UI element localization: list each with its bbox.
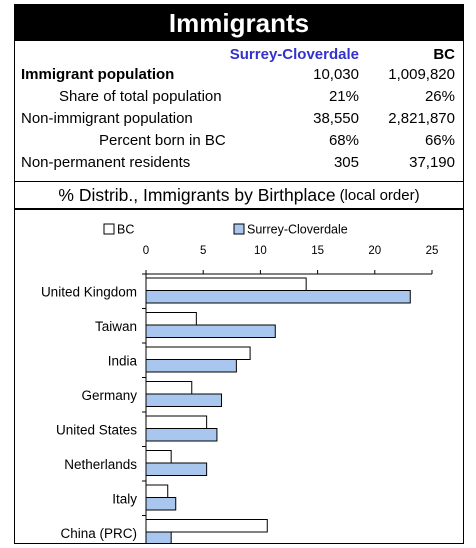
bar-local	[145, 531, 172, 545]
x-tick-label: 15	[311, 245, 324, 257]
stats-row-local-value: 21%	[328, 88, 359, 105]
stats-row-label: Share of total population	[59, 88, 222, 105]
bar-local	[145, 359, 237, 373]
stats-row-local-value: 10,030	[313, 66, 359, 83]
chart-subtitle: % Distrib., Immigrants by Birthplace (lo…	[15, 181, 463, 209]
category-label: Netherlands	[64, 457, 137, 472]
stats-row-label: Non-immigrant population	[21, 110, 193, 127]
bar-chart-svg: BC Surrey-Cloverdale 0 5 10 15 20 25 United King…	[41, 223, 439, 548]
stats-row: Immigrant population 10,030 1,009,820	[15, 65, 463, 85]
bar-bc	[145, 381, 193, 395]
x-tick-label: 10	[254, 245, 267, 257]
stats-row-bc-value: 37,190	[409, 154, 455, 171]
column-header-local: Surrey-Cloverdale	[229, 46, 359, 63]
column-header-bc: BC	[433, 46, 455, 63]
stats-row: Percent born in BC 68% 66%	[15, 131, 463, 151]
category-label: China (PRC)	[60, 526, 137, 541]
stats-row-bc-value: 2,821,870	[388, 110, 455, 127]
summary-panel: Immigrants Surrey-Cloverdale BC Immigran…	[14, 4, 464, 210]
bar-bc	[145, 450, 172, 464]
stats-row-label: Immigrant population	[21, 66, 175, 83]
stats-row: Share of total population 21% 26%	[15, 87, 463, 107]
bar-bc	[145, 484, 169, 498]
bar-bc	[145, 277, 307, 291]
stats-row-bc-value: 66%	[424, 132, 455, 149]
bar-local	[145, 324, 276, 338]
stats-table: Surrey-Cloverdale BC Immigrant populatio…	[15, 41, 463, 181]
stats-row-bc-value: 26%	[424, 88, 455, 105]
stats-row-label: Percent born in BC	[99, 132, 226, 149]
legend-label: Surrey-Cloverdale	[247, 223, 348, 237]
category-label: India	[108, 353, 138, 368]
category-label: Italy	[112, 491, 137, 506]
stats-row-local-value: 38,550	[313, 110, 359, 127]
category-label: Germany	[81, 388, 137, 403]
page-title: Immigrants	[15, 5, 463, 41]
stats-row-local-value: 68%	[328, 132, 359, 149]
legend-label: BC	[117, 223, 134, 237]
bar-bc	[145, 312, 197, 326]
bar-bc	[145, 519, 268, 533]
bar-bc	[145, 346, 251, 360]
x-tick-label: 0	[143, 245, 149, 257]
category-label: Taiwan	[95, 319, 137, 334]
stats-row: Non-permanent residents 305 37,190	[15, 153, 463, 173]
bar-local	[145, 393, 223, 407]
birthplace-chart: BC Surrey-Cloverdale 0 5 10 15 20 25 United King…	[14, 208, 464, 548]
chart-subtitle-note: (local order)	[339, 187, 420, 204]
stats-header-row: Surrey-Cloverdale BC	[15, 45, 463, 65]
legend-swatch	[233, 223, 245, 235]
chart-subtitle-main: % Distrib., Immigrants by Birthplace	[58, 185, 336, 205]
stats-row: Non-immigrant population 38,550 2,821,870	[15, 109, 463, 129]
bar-local	[145, 290, 411, 304]
bar-bc	[145, 415, 208, 429]
x-tick-label: 5	[200, 245, 206, 257]
bar-local	[145, 428, 218, 442]
category-label: United Kingdom	[41, 284, 137, 299]
stats-row-local-value: 305	[333, 154, 359, 171]
bar-local	[145, 462, 208, 476]
bar-local	[145, 497, 177, 511]
x-tick-label: 25	[426, 245, 439, 257]
category-label: United States	[56, 422, 137, 437]
legend-swatch	[103, 223, 115, 235]
x-tick-label: 20	[368, 245, 381, 257]
stats-row-bc-value: 1,009,820	[388, 66, 455, 83]
stats-row-label: Non-permanent residents	[21, 154, 191, 171]
